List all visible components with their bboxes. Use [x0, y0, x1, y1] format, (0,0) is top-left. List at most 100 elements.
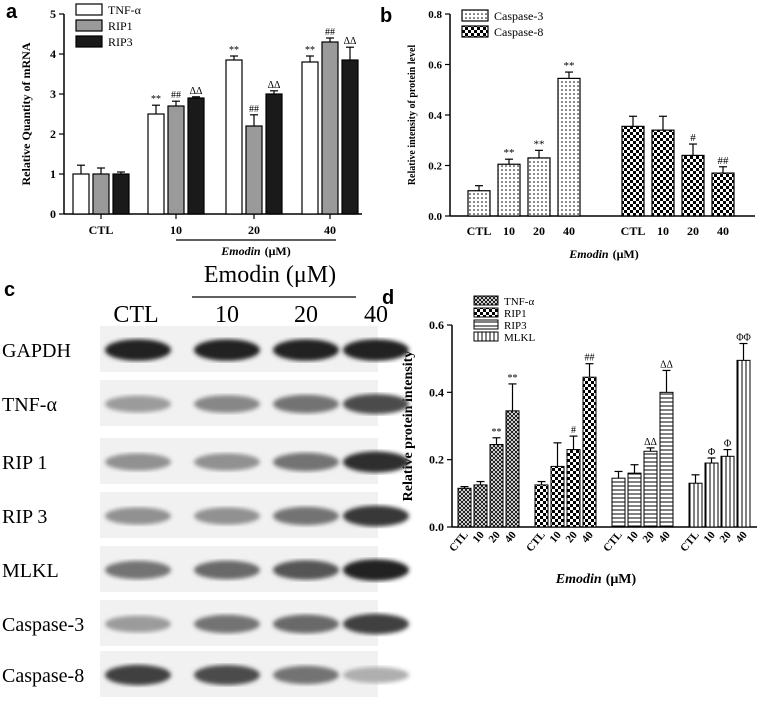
- blot-row-label: TNF-α: [2, 394, 57, 416]
- blot-band: [343, 339, 409, 361]
- x-tick-label: 10: [625, 529, 642, 546]
- y-axis-label: Relative intensity of protein level: [407, 45, 418, 186]
- legend-label: RIP1: [504, 308, 527, 320]
- blot-row-label: Caspase-3: [2, 614, 84, 636]
- bar: [72, 173, 90, 215]
- y-tick-label: 1: [50, 167, 56, 181]
- significance-mark: ##: [718, 155, 730, 167]
- legend-swatch: [75, 3, 103, 16]
- blot-band: [343, 559, 409, 581]
- bar: [643, 450, 658, 528]
- blot-header: Emodin (μM): [204, 262, 336, 288]
- significance-mark: **: [564, 60, 575, 72]
- blot-band: [194, 453, 260, 471]
- bar: [720, 455, 735, 528]
- blot-band: [273, 394, 339, 414]
- x-tick-label: 20: [487, 529, 504, 546]
- bar: [704, 462, 719, 528]
- x-axis-label-emodin: Emodin: [555, 572, 602, 587]
- significance-mark: ΔΔ: [268, 80, 281, 91]
- blot-band: [105, 664, 171, 686]
- significance-mark: ΦΦ: [736, 333, 751, 344]
- legend-label: RIP3: [108, 35, 133, 49]
- legend-label: TNF-α: [504, 296, 534, 308]
- y-tick-label: 0.0: [428, 211, 442, 223]
- legend-swatch: [75, 19, 103, 32]
- blot-band: [194, 339, 260, 361]
- blot-row-label: GAPDH: [2, 340, 71, 362]
- legend-swatch: [75, 35, 103, 48]
- legend-label: TNF-α: [108, 3, 142, 17]
- y-tick-label: 0: [50, 207, 56, 221]
- blot-header-emodin: Emodin: [204, 262, 280, 288]
- x-axis-label-unit: (μM): [606, 572, 637, 587]
- bar: [265, 93, 283, 215]
- x-axis-label: Emodin (μM): [555, 572, 637, 587]
- legend-label: Caspase-3: [494, 9, 543, 23]
- blot-band: [194, 665, 260, 685]
- legend-label: Caspase-8: [494, 25, 543, 39]
- bar: [245, 125, 263, 215]
- panel-letter-d: d: [382, 287, 394, 309]
- blot-band: [273, 339, 339, 361]
- x-tick-label: CTL: [447, 529, 471, 554]
- x-axis-label: Emodin (μM): [220, 244, 290, 258]
- bar: [497, 163, 521, 217]
- significance-mark: ΔΔ: [644, 437, 657, 448]
- y-tick-label: 0.4: [429, 385, 444, 399]
- x-tick-label: CTL: [678, 529, 702, 554]
- bar: [557, 77, 581, 217]
- y-tick-label: 0.6: [428, 60, 442, 72]
- bar: [527, 157, 551, 217]
- bar: [341, 59, 359, 215]
- x-tick-label: CTL: [89, 223, 114, 237]
- blot-band: [194, 395, 260, 413]
- y-tick-label: 0.2: [428, 161, 442, 173]
- bar: [582, 376, 597, 528]
- legend-label: MLKL: [504, 332, 535, 344]
- western-blot: Emodin (μM) CTL 10 20 40 GAPDH TNF-α RIP 1 RIP 3 M…: [2, 262, 409, 697]
- chart-a: 0 1 2 3 4 5 Relative Quantity of mRNA CTL ** ## ΔΔ…: [19, 3, 362, 258]
- y-tick-label: 0.0: [429, 520, 444, 534]
- blot-band: [105, 339, 171, 361]
- significance-mark: **: [492, 427, 502, 438]
- y-tick-label: 0.2: [429, 453, 444, 467]
- legend-label: RIP3: [504, 320, 527, 332]
- y-tick-label: 0.4: [428, 110, 442, 122]
- blot-band: [105, 560, 171, 580]
- blot-band: [273, 506, 339, 526]
- significance-mark: **: [508, 373, 518, 384]
- x-tick-label: 10: [657, 224, 669, 238]
- legend-swatch: [473, 295, 499, 306]
- bar: [566, 449, 581, 528]
- y-tick-label: 3: [50, 87, 56, 101]
- x-tick-label: 40: [580, 529, 597, 546]
- bar: [225, 59, 243, 215]
- legend-label: RIP1: [108, 19, 133, 33]
- blot-band: [105, 453, 171, 471]
- chart-b: 0.0 0.2 0.4 0.6 0.8 Relative intensity of pro…: [407, 9, 755, 261]
- x-tick-label: CTL: [467, 224, 492, 238]
- x-tick-label: 40: [324, 223, 336, 237]
- bar: [467, 190, 491, 217]
- blot-band: [343, 613, 409, 635]
- x-tick-label: 40: [717, 224, 729, 238]
- x-tick-label: 40: [503, 529, 520, 546]
- y-tick-label: 0.8: [428, 9, 442, 21]
- significance-mark: Φ: [708, 447, 715, 458]
- blot-band: [194, 560, 260, 580]
- blot-row-label: Caspase-8: [2, 665, 84, 687]
- x-tick-label: 40: [734, 529, 751, 546]
- x-tick-label: 10: [702, 529, 719, 546]
- bar: [550, 465, 565, 528]
- blot-row-label: MLKL: [2, 560, 59, 582]
- blot-band: [343, 667, 409, 683]
- bar: [681, 154, 705, 217]
- bar: [457, 487, 472, 528]
- bar: [659, 391, 674, 528]
- blot-band: [273, 452, 339, 472]
- y-tick-label: 5: [50, 7, 56, 21]
- bar: [505, 410, 520, 528]
- significance-mark: ##: [249, 104, 259, 115]
